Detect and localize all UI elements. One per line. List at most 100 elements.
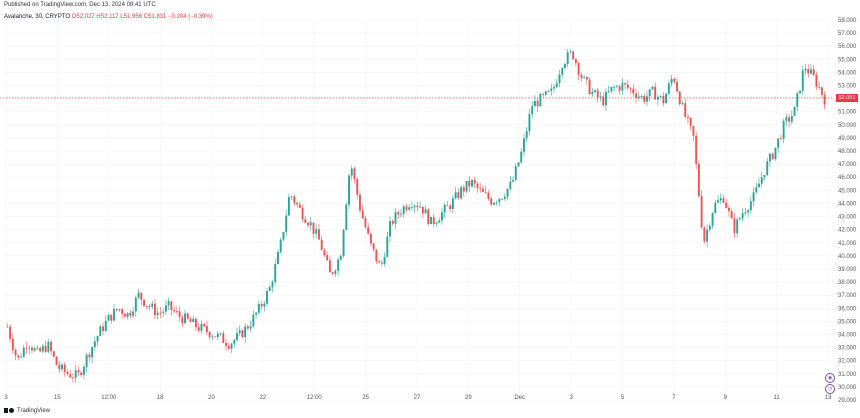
- y-axis: 58.000 57.000 56.000 55.000 54.000 53.000 52.0…: [838, 18, 857, 404]
- candle-body: [542, 94, 545, 95]
- candle-body: [782, 120, 785, 139]
- x-tick-label: 18: [157, 395, 164, 401]
- candle-body: [186, 313, 189, 319]
- y-tick-label: 33.000: [838, 346, 857, 352]
- candle-body: [159, 312, 162, 314]
- candle-body: [482, 188, 484, 192]
- candle-body: [364, 218, 367, 228]
- x-tick-label: 15: [54, 395, 61, 401]
- candle-body: [386, 236, 389, 258]
- y-tick-label: 29.000: [838, 398, 857, 404]
- candle-body: [596, 90, 599, 98]
- candle-body: [637, 96, 640, 98]
- candle-body: [260, 304, 263, 307]
- candle-body: [443, 205, 446, 213]
- candle-body: [670, 78, 673, 84]
- y-tick-label: 40.000: [838, 254, 857, 260]
- x-tick-label: 3: [4, 395, 8, 401]
- candle-body: [353, 168, 356, 180]
- candle-body: [271, 281, 274, 288]
- candle-body: [323, 250, 326, 256]
- y-tick-label: 46.000: [838, 175, 857, 181]
- candle-body: [728, 207, 730, 212]
- candle-body: [156, 312, 159, 316]
- candle-body: [331, 272, 334, 274]
- candle-body: [569, 51, 572, 53]
- candle-body: [561, 67, 564, 75]
- candle-body: [293, 196, 296, 203]
- candle-body: [610, 86, 613, 92]
- candle-body: [531, 106, 534, 115]
- candle-body: [104, 320, 107, 331]
- y-tick-label: 53.000: [838, 84, 857, 90]
- candle-body: [471, 179, 473, 187]
- candle-body: [252, 314, 255, 327]
- candle-body: [91, 347, 94, 358]
- candle-body: [424, 209, 427, 214]
- candle-body: [85, 354, 88, 367]
- candle-body: [227, 345, 230, 349]
- x-tick-label: 13: [825, 395, 832, 401]
- candle-body: [372, 243, 375, 250]
- candle-body: [446, 205, 449, 206]
- candle-body: [334, 270, 337, 274]
- candle-body: [509, 181, 512, 189]
- candle-body: [512, 179, 514, 182]
- candle-body: [337, 259, 340, 271]
- candle-body: [416, 205, 419, 208]
- candle-body: [684, 103, 687, 117]
- candle-body: [361, 210, 364, 219]
- candle-body: [629, 88, 632, 89]
- candle-body: [339, 255, 342, 260]
- candle-body: [635, 93, 637, 98]
- candle-body: [285, 215, 288, 232]
- candle-body: [6, 326, 9, 328]
- x-tick-label: 5: [621, 395, 625, 401]
- tradingview-icon: [4, 407, 14, 414]
- candle-body: [189, 318, 192, 323]
- candle-body: [577, 63, 580, 75]
- candle-body: [793, 106, 796, 116]
- candle-body: [758, 183, 760, 188]
- candle-body: [779, 138, 782, 140]
- tradingview-logo: TradingView: [4, 407, 50, 414]
- candle-body: [345, 204, 348, 230]
- candle-body: [309, 222, 312, 226]
- x-tick-label: Dec: [514, 395, 525, 401]
- candle-body: [730, 211, 733, 219]
- candle-body: [52, 351, 55, 357]
- candle-body: [703, 227, 706, 242]
- candle-body: [722, 198, 725, 203]
- candle-body: [624, 83, 627, 85]
- candle-body: [80, 372, 83, 376]
- candle-body: [301, 207, 304, 220]
- candle-body: [195, 318, 197, 328]
- y-tick-label: 56.000: [838, 44, 857, 50]
- y-tick-label: 39.000: [838, 267, 857, 273]
- x-tick-label: 12:00: [307, 395, 323, 401]
- clock-icon[interactable]: ◷: [825, 384, 835, 394]
- candle-body: [583, 76, 586, 78]
- candle-body: [110, 314, 113, 321]
- candle-body: [479, 187, 482, 189]
- candle-body: [102, 326, 104, 331]
- candle-body: [268, 287, 271, 291]
- candle-body: [465, 181, 468, 192]
- candle-body: [725, 202, 728, 208]
- candle-body: [181, 317, 184, 324]
- eye-icon[interactable]: ◉: [825, 373, 835, 383]
- y-tick-label: 30.000: [838, 385, 857, 391]
- symbol-legend: Avalanche, 30, CRYPTO O52.027 H52.117 L5…: [4, 14, 213, 20]
- candle-body: [22, 347, 25, 357]
- candle-body: [687, 116, 689, 118]
- candle-body: [31, 347, 33, 351]
- candle-body: [126, 312, 129, 317]
- candle-body: [203, 324, 206, 327]
- candle-body: [380, 262, 383, 264]
- candle-body: [501, 198, 504, 200]
- candle-body: [356, 179, 359, 195]
- candle-body: [771, 153, 774, 159]
- candle-body: [400, 213, 402, 215]
- candle-body: [662, 95, 665, 104]
